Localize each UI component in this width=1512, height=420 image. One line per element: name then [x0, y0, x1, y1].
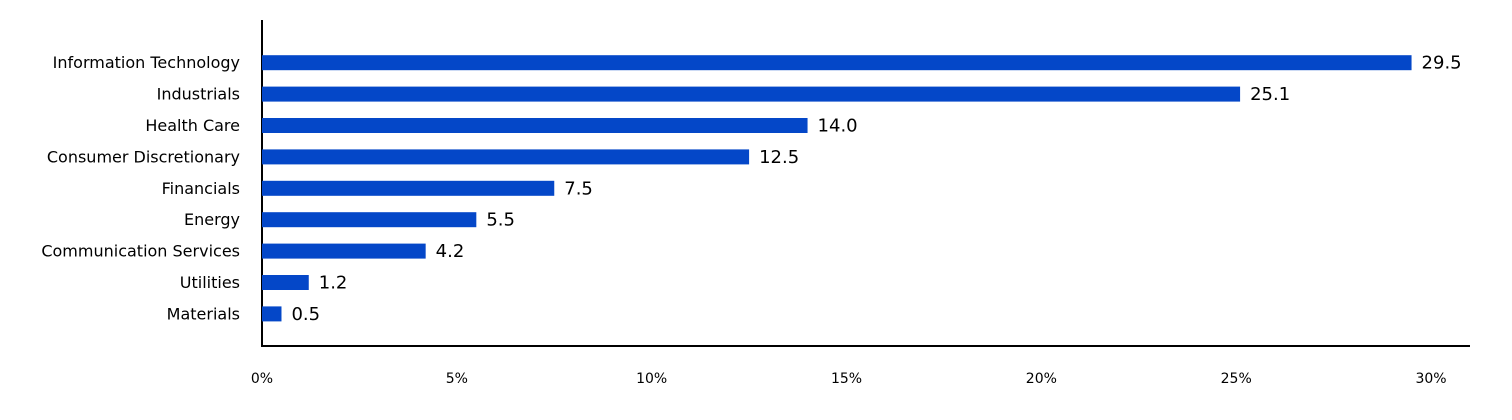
category-label: Industrials — [157, 85, 240, 104]
x-tick-label: 0% — [251, 371, 273, 387]
bar — [262, 86, 1241, 102]
category-label: Information Technology — [53, 53, 240, 72]
x-tick-label: 15% — [831, 371, 862, 387]
category-label: Utilities — [180, 273, 240, 292]
x-tick-label: 5% — [446, 371, 468, 387]
bar — [262, 118, 808, 133]
bar — [262, 149, 750, 165]
x-tick-label: 25% — [1221, 371, 1252, 387]
value-label: 14.0 — [818, 116, 858, 137]
bar — [262, 55, 1412, 71]
value-label: 5.5 — [486, 210, 515, 231]
x-tick-label: 20% — [1026, 371, 1057, 387]
category-label: Communication Services — [41, 242, 240, 261]
bar — [262, 212, 477, 228]
value-label: 1.2 — [319, 273, 348, 294]
value-label: 7.5 — [564, 178, 593, 199]
value-label: 12.5 — [759, 147, 799, 168]
category-label: Energy — [184, 210, 240, 229]
category-label: Materials — [167, 304, 240, 323]
bar — [262, 243, 426, 259]
bar — [262, 306, 282, 322]
value-label: 25.1 — [1250, 84, 1290, 105]
category-label: Consumer Discretionary — [47, 147, 240, 166]
x-tick-label: 10% — [636, 371, 667, 387]
value-label: 4.2 — [436, 241, 465, 262]
value-label: 29.5 — [1422, 53, 1462, 74]
category-label: Financials — [162, 179, 240, 198]
bar — [262, 180, 555, 196]
category-label: Health Care — [145, 116, 240, 135]
value-label: 0.5 — [291, 304, 320, 325]
x-tick-label: 30% — [1415, 371, 1446, 387]
bar — [262, 275, 309, 290]
